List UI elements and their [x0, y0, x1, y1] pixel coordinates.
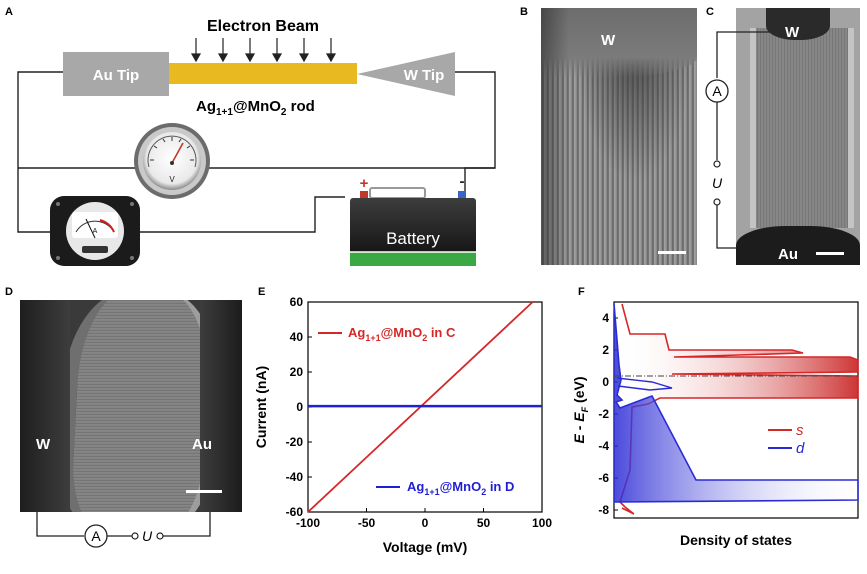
legend-d: d — [796, 440, 805, 457]
legend-d: Ag1+1@MnO2 in D — [407, 479, 514, 497]
battery-minus: - — [460, 173, 465, 190]
panel-a-schematic: Au Tip W Tip Electron Beam Ag1+1@MnO2 ro… — [17, 18, 496, 266]
x-axis-label: Voltage (mV) — [383, 539, 468, 555]
scale-bar — [186, 490, 222, 493]
y-tick-label: -8 — [598, 503, 609, 517]
panel-d-w-label: W — [36, 436, 51, 453]
scale-bar — [658, 251, 686, 254]
y-tick-label: -6 — [598, 471, 609, 485]
panel-c-tem-image: W Au — [736, 8, 860, 265]
y-tick-label: 2 — [602, 343, 609, 357]
w-tip — [357, 52, 455, 96]
panel-c-voltage-label: U — [712, 175, 723, 191]
panel-letter-b: B — [520, 6, 528, 18]
panel-letter-c: C — [706, 6, 714, 18]
x-tick-label: 0 — [422, 516, 429, 530]
battery-icon: Battery + - — [350, 173, 476, 266]
au-tip-label: Au Tip — [93, 67, 139, 84]
legend-c: Ag1+1@MnO2 in C — [348, 325, 456, 343]
scale-bar — [816, 252, 844, 255]
panel-d-tem-image: W Au — [20, 300, 242, 512]
y-tick-label: -2 — [598, 407, 609, 421]
nanorod — [169, 63, 357, 84]
data-series — [307, 301, 542, 513]
y-tick-label: -20 — [286, 435, 304, 449]
panel-d-ammeter-label: A — [91, 528, 101, 544]
panel-f-dos-chart: 4 2 0 -2 -4 -6 -8 s d Density of states E - EF… — [571, 301, 859, 548]
au-tip — [63, 52, 169, 96]
y-axis-label: Current (nA) — [253, 366, 269, 448]
rod-label: Ag1+1@MnO2 rod — [196, 98, 315, 118]
electron-beam-arrows — [190, 38, 337, 63]
dos-d-line — [613, 303, 859, 503]
panel-e-iv-chart: -100 -50 0 50 100 -60 -40 -20 0 20 40 60 Ag1+1@MnO2… — [253, 295, 553, 555]
y-tick-label: 4 — [602, 311, 609, 325]
panel-letter-d: D — [5, 286, 13, 298]
panel-c-circuit: A U — [705, 31, 770, 249]
dos-d-peak — [616, 377, 673, 391]
y-axis-label: E - EF (eV) — [571, 377, 590, 444]
x-tick-label: 100 — [532, 516, 552, 530]
w-tip-label: W Tip — [404, 67, 445, 84]
panel-c-au-label: Au — [778, 246, 798, 263]
panel-letter-a: A — [5, 6, 13, 18]
panel-c-ammeter-label: A — [712, 83, 722, 99]
panel-d-au-label: Au — [192, 436, 212, 453]
y-tick-label: 0 — [602, 375, 609, 389]
panel-d-voltage-label: U — [142, 528, 153, 544]
voltmeter-icon: V — [134, 123, 210, 199]
panel-letter-f: F — [578, 286, 585, 298]
x-tick-label: 50 — [477, 516, 491, 530]
circuit-wires — [17, 71, 496, 233]
panel-d-circuit: A U — [36, 512, 211, 548]
y-tick-label: 40 — [290, 330, 304, 344]
y-tick-label: -60 — [286, 505, 304, 519]
ammeter-unit: A — [93, 228, 98, 235]
y-tick-label: 60 — [290, 295, 304, 309]
panel-b-w-label: W — [601, 32, 616, 49]
panel-b-tem-image: W — [541, 8, 697, 265]
y-tick-label: 0 — [296, 400, 303, 414]
dos-d-fill — [614, 304, 858, 502]
x-axis-label: Density of states — [680, 532, 792, 548]
legend-s: s — [796, 422, 804, 439]
battery-plus: + — [360, 175, 369, 192]
x-tick-label: -100 — [296, 516, 320, 530]
ammeter-icon: A — [50, 196, 140, 266]
electron-beam-label: Electron Beam — [207, 18, 319, 35]
voltmeter-unit: V — [169, 175, 175, 184]
panel-letter-e: E — [258, 286, 266, 298]
panel-c-w-label: W — [785, 24, 800, 41]
axis-ticks: -100 -50 0 50 100 -60 -40 -20 0 20 40 60 — [286, 295, 553, 530]
battery-label: Battery — [386, 229, 440, 248]
y-tick-label: -40 — [286, 470, 304, 484]
y-tick-label: -4 — [598, 439, 609, 453]
x-tick-label: -50 — [358, 516, 376, 530]
y-tick-label: 20 — [290, 365, 304, 379]
